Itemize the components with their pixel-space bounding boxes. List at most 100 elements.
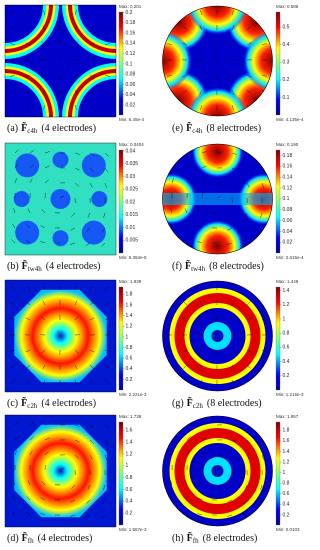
field-arrow	[89, 454, 93, 460]
field-arrow	[260, 212, 263, 218]
field-map	[162, 416, 273, 526]
field-arrow	[258, 514, 263, 519]
field-arrow	[246, 285, 250, 291]
field-arrow	[11, 379, 16, 384]
field-arrow	[186, 164, 191, 169]
field-arrow	[10, 27, 16, 31]
field-arrow	[246, 364, 251, 369]
field-arrow	[244, 212, 248, 218]
field-arrow	[74, 439, 80, 443]
field-spot	[15, 153, 40, 178]
colorbar-tick-label: 0.2	[126, 377, 133, 383]
colorbar-max: Max: 1.939	[119, 279, 142, 284]
field-arrow	[27, 208, 31, 214]
caption-symbol: F̃	[185, 259, 191, 272]
caption-label: (h)	[172, 533, 184, 544]
field-arrow	[167, 27, 173, 31]
field-arrow	[231, 10, 234, 16]
field-arrow	[198, 316, 203, 321]
field-arrow	[199, 89, 203, 95]
field-arrow	[104, 89, 110, 93]
field-arrow	[198, 209, 203, 214]
panel: Max: 0.0404 Min: 5.394e-5 0.005 0.01 0.015 0.…	[4, 142, 147, 273]
field-arrow	[10, 74, 16, 77]
field-arrow	[57, 330, 61, 336]
field-arrow	[74, 349, 79, 354]
field-arrow	[201, 451, 206, 456]
colorbar	[118, 149, 124, 254]
field-arrow	[89, 26, 94, 31]
field-arrow	[25, 74, 31, 78]
colorbar-tick-label: 0.04	[283, 229, 293, 235]
caption-symbol: F̃	[21, 121, 27, 134]
field-arrow	[40, 225, 46, 229]
field-arrow	[231, 25, 235, 31]
colorbar-tick-label: 0.2	[283, 373, 290, 379]
field-arrow	[214, 55, 218, 61]
field-spot	[52, 230, 69, 247]
field-arrow	[184, 208, 188, 214]
field-arrow	[27, 10, 31, 16]
field-arrow	[26, 496, 31, 501]
caption: (d) F̃fh (4 electrodes)	[7, 531, 92, 545]
colorbar-tick-label: 0.04	[126, 148, 136, 154]
field-map	[162, 281, 273, 391]
field-arrow	[103, 484, 106, 490]
field-arrow	[183, 364, 188, 369]
field-arrow	[89, 424, 95, 428]
field-arrow	[261, 104, 266, 109]
field-arrow	[104, 301, 110, 306]
field-arrow	[231, 316, 236, 321]
field-arrow	[228, 212, 233, 217]
field-arrow	[261, 379, 266, 384]
field-arrow	[197, 513, 203, 516]
field-arrow	[246, 182, 250, 188]
field-arrow	[86, 227, 91, 232]
colorbar	[118, 11, 124, 116]
field-arrow	[42, 89, 46, 95]
field-arrow	[29, 164, 34, 169]
field-arrow	[86, 499, 91, 504]
field-arrow	[42, 364, 46, 370]
field-arrow	[104, 104, 109, 109]
field-blob	[187, 87, 248, 116]
field-arrow	[101, 242, 106, 247]
colorbar-tick-label: 0.01	[126, 225, 136, 231]
colorbar	[275, 421, 281, 526]
field-arrow	[14, 450, 17, 456]
field-arrow	[10, 364, 16, 368]
field-arrow	[199, 364, 203, 370]
field-arrow	[246, 349, 252, 353]
field-outline	[4, 279, 117, 393]
field-spot	[81, 220, 106, 245]
colorbar-tick-label: 0.2	[283, 512, 290, 518]
colorbar-tick-label: 1.4	[283, 288, 290, 294]
colorbar-tick-label: 0.04	[126, 92, 136, 98]
field-arrow	[74, 104, 77, 110]
field-arrow	[11, 239, 16, 244]
field-spot	[13, 191, 30, 207]
field-arrow	[11, 11, 16, 16]
caption-symbol: F̃	[21, 396, 27, 409]
field-map	[5, 143, 116, 255]
field-arrow	[26, 364, 31, 369]
field-arrow	[199, 25, 203, 31]
colorbar	[118, 286, 124, 391]
field-arrow	[186, 178, 190, 184]
field-arrow	[14, 149, 19, 154]
field-spot	[52, 151, 69, 168]
field-arrow	[182, 239, 188, 244]
colorbar	[275, 286, 281, 391]
field-arrow	[261, 454, 264, 460]
colorbar-tick-label: 1.8	[283, 428, 290, 434]
caption-label: (c)	[7, 398, 18, 409]
field-arrow	[231, 454, 236, 459]
field-arrow	[89, 285, 93, 291]
caption-note: (8 electrodes)	[206, 123, 261, 134]
field-arrow	[25, 349, 31, 353]
field-arrow	[104, 11, 109, 16]
field-arrow	[89, 10, 93, 16]
field-arrow	[231, 379, 234, 385]
field-arrow	[41, 316, 46, 321]
field-arrow	[11, 286, 16, 291]
